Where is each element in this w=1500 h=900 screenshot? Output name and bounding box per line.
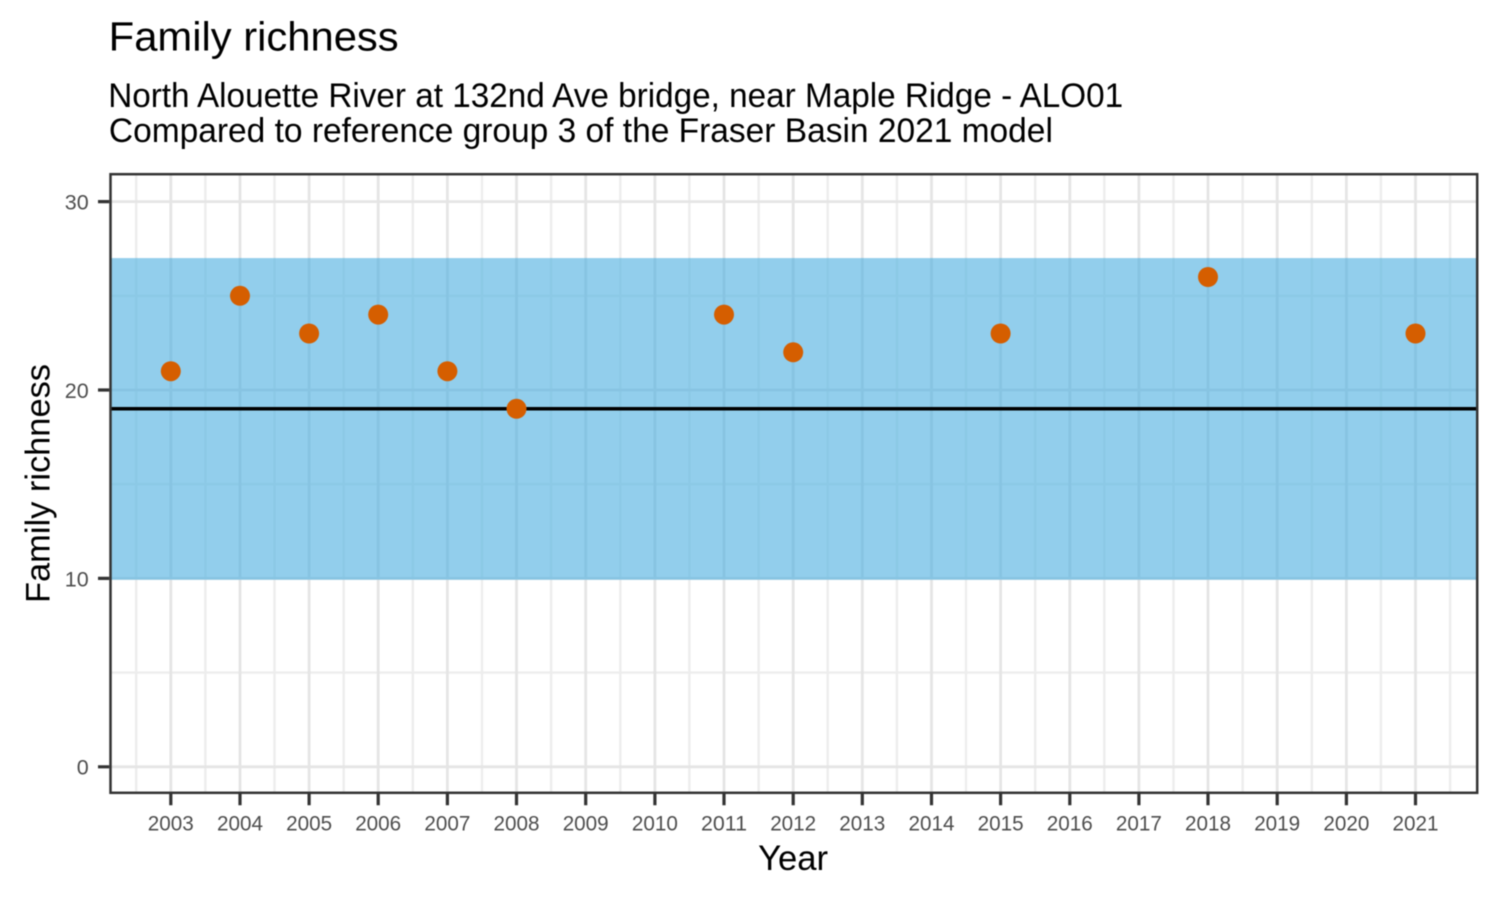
svg-text:10: 10	[65, 567, 89, 591]
svg-text:Year: Year	[758, 839, 828, 878]
svg-text:2007: 2007	[424, 812, 470, 836]
svg-text:2010: 2010	[632, 812, 678, 836]
svg-text:2003: 2003	[148, 812, 194, 836]
svg-text:2019: 2019	[1254, 812, 1300, 836]
svg-text:2014: 2014	[909, 812, 955, 836]
svg-text:2020: 2020	[1323, 812, 1369, 836]
svg-text:Family richness: Family richness	[20, 364, 58, 603]
svg-text:North Alouette River at 132nd: North Alouette River at 132nd Ave bridge…	[108, 77, 1123, 115]
svg-text:2009: 2009	[563, 812, 609, 836]
svg-text:2012: 2012	[770, 812, 816, 836]
svg-text:2018: 2018	[1185, 812, 1231, 836]
svg-text:2021: 2021	[1393, 812, 1439, 836]
svg-text:2015: 2015	[978, 812, 1024, 836]
svg-text:30: 30	[65, 191, 89, 215]
svg-text:2013: 2013	[839, 812, 885, 836]
svg-text:2008: 2008	[494, 812, 540, 836]
svg-text:0: 0	[77, 756, 89, 780]
svg-text:Compared to reference group 3: Compared to reference group 3 of the Fra…	[109, 112, 1053, 150]
svg-text:2004: 2004	[217, 812, 263, 836]
svg-text:2016: 2016	[1047, 812, 1093, 836]
svg-text:2017: 2017	[1116, 812, 1162, 836]
svg-text:2006: 2006	[355, 812, 401, 836]
svg-text:2005: 2005	[286, 812, 332, 836]
svg-text:Family richness: Family richness	[109, 14, 399, 60]
svg-text:20: 20	[65, 379, 89, 403]
svg-text:2011: 2011	[701, 812, 747, 836]
